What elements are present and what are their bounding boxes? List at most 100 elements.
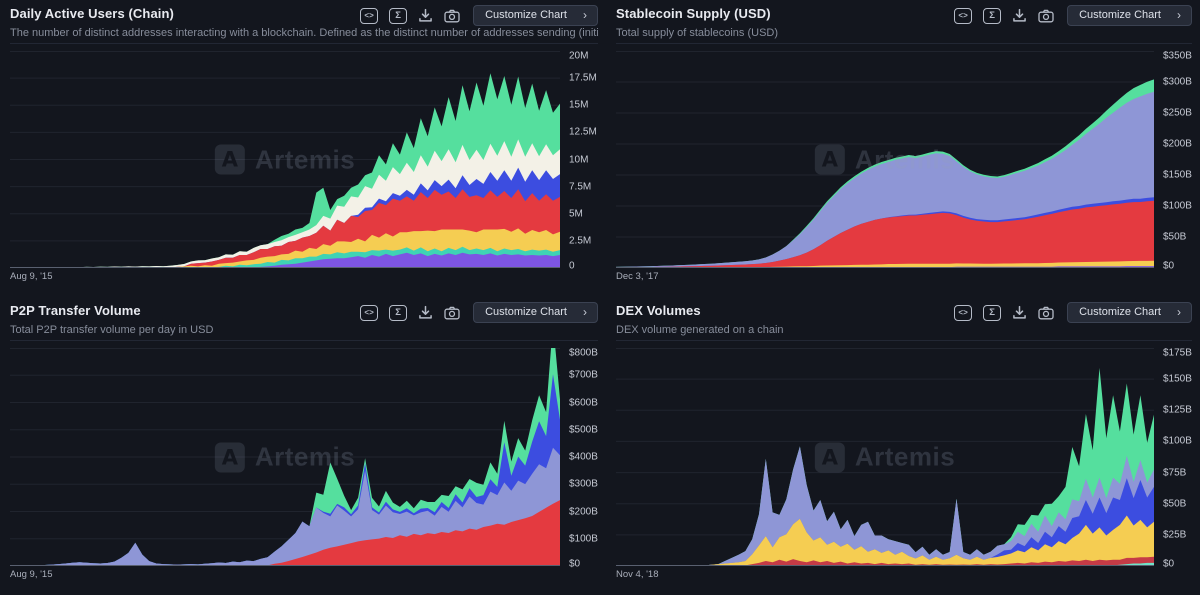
embed-code-icon: <> xyxy=(360,7,379,24)
stacked-area-chart[interactable] xyxy=(10,348,560,566)
chart-subtitle: The number of distinct addresses interac… xyxy=(10,27,598,39)
chart-title: Stablecoin Supply (USD) xyxy=(616,6,771,21)
plot-area[interactable]: A Artemis xyxy=(10,51,560,268)
y-axis-tick-label: $350B xyxy=(1163,50,1192,62)
download-button[interactable] xyxy=(1012,305,1027,320)
embed-code-button[interactable]: <> xyxy=(954,304,973,321)
y-axis-tick-label: 2.5M xyxy=(569,235,592,247)
camera-icon xyxy=(444,9,460,22)
stacked-area-chart[interactable] xyxy=(616,348,1154,566)
sum-formula-button[interactable]: Σ xyxy=(983,7,1002,24)
y-axis-tick-label: 20M xyxy=(569,50,589,62)
screenshot-button[interactable] xyxy=(1038,306,1054,320)
y-axis-tick-label: 12.5M xyxy=(569,126,597,138)
y-axis-tick-label: $300B xyxy=(1163,76,1192,88)
y-axis-tick-label: $0 xyxy=(569,558,581,570)
customize-chart-button[interactable]: Customize Chart › xyxy=(473,302,598,323)
area-series-lavender xyxy=(616,446,1154,566)
y-axis-labels: 20M 17.5M 15M 12.5M 10M 7.5M 5M 2.5M 0 xyxy=(560,50,598,272)
chevron-right-icon: › xyxy=(1177,305,1181,319)
y-axis-tick-label: $125B xyxy=(1163,404,1192,416)
chart-panel-stablecoin-supply: Stablecoin Supply (USD) <> Σ Customize C… xyxy=(606,0,1200,297)
chevron-right-icon: › xyxy=(1177,8,1181,22)
chevron-right-icon: › xyxy=(583,8,587,22)
y-axis-tick-label: $0 xyxy=(1163,558,1175,570)
screenshot-button[interactable] xyxy=(444,306,460,320)
customize-chart-button[interactable]: Customize Chart › xyxy=(473,5,598,26)
y-axis-tick-label: $150B xyxy=(1163,169,1192,181)
screenshot-button[interactable] xyxy=(444,9,460,23)
screenshot-button[interactable] xyxy=(1038,9,1054,23)
y-axis-tick-label: $200B xyxy=(1163,138,1192,150)
plot-area[interactable]: A Artemis xyxy=(616,348,1154,566)
y-axis-tick-label: $700B xyxy=(569,369,598,381)
stacked-area-chart[interactable] xyxy=(616,51,1154,268)
download-button[interactable] xyxy=(418,8,433,23)
sum-formula-button[interactable]: Σ xyxy=(389,7,408,24)
area-series-yellow xyxy=(616,260,1154,268)
chart-area: A Artemis $350B $300B $250B $200B $150B $100B… xyxy=(616,50,1192,272)
chart-title: P2P Transfer Volume xyxy=(10,303,141,318)
customize-chart-button[interactable]: Customize Chart › xyxy=(1067,5,1192,26)
area-series-red xyxy=(10,500,560,566)
chart-subtitle: Total supply of stablecoins (USD) xyxy=(616,27,779,39)
panel-header: Stablecoin Supply (USD) <> Σ Customize C… xyxy=(616,4,1192,44)
y-axis-labels: $350B $300B $250B $200B $150B $100B $50B $0 xyxy=(1154,50,1192,272)
chart-subtitle: DEX volume generated on a chain xyxy=(616,324,784,336)
chart-actions: <> Σ Customize Chart › xyxy=(360,5,598,26)
y-axis-tick-label: $25B xyxy=(1163,529,1187,541)
embed-code-icon: <> xyxy=(954,7,973,24)
chevron-right-icon: › xyxy=(583,305,587,319)
y-axis-tick-label: 5M xyxy=(569,208,583,220)
y-axis-tick-label: $600B xyxy=(569,397,598,408)
embed-code-button[interactable]: <> xyxy=(360,7,379,24)
chart-area: A Artemis $175B $150B $125B $100B $75B $50B $2… xyxy=(616,347,1192,570)
y-axis-tick-label: 10M xyxy=(569,154,589,165)
y-axis-tick-label: $100B xyxy=(1163,200,1192,212)
download-icon xyxy=(1013,8,1026,22)
embed-code-button[interactable]: <> xyxy=(954,7,973,24)
area-series-maroon xyxy=(616,556,1154,566)
plot-area[interactable]: A Artemis xyxy=(616,51,1154,268)
download-icon xyxy=(1013,305,1026,319)
area-series-red xyxy=(616,200,1154,268)
download-button[interactable] xyxy=(418,305,433,320)
y-axis-tick-label: $175B xyxy=(1163,347,1192,359)
y-axis-tick-label: $50B xyxy=(1163,231,1187,243)
download-button[interactable] xyxy=(1012,8,1027,23)
x-axis-start-label: Aug 9, '15 xyxy=(10,271,53,282)
chart-title: DEX Volumes xyxy=(616,303,701,318)
y-axis-tick-label: $250B xyxy=(1163,107,1192,119)
y-axis-labels: $175B $150B $125B $100B $75B $50B $25B $0 xyxy=(1154,347,1192,570)
y-axis-tick-label: $200B xyxy=(569,506,598,517)
y-axis-tick-label: $100B xyxy=(569,533,598,545)
chart-actions: <> Σ Customize Chart › xyxy=(954,5,1192,26)
plot-area[interactable]: A Artemis xyxy=(10,348,560,566)
stacked-area-chart[interactable] xyxy=(10,51,560,268)
camera-icon xyxy=(1038,306,1054,319)
panel-header: P2P Transfer Volume <> Σ Customize Chart… xyxy=(10,301,598,341)
y-axis-tick-label: $400B xyxy=(569,451,598,463)
area-series-purple xyxy=(10,252,560,268)
y-axis-tick-label: $150B xyxy=(1163,373,1192,385)
sum-formula-button[interactable]: Σ xyxy=(983,304,1002,321)
chart-panel-p2p-transfer-volume: P2P Transfer Volume <> Σ Customize Chart… xyxy=(0,297,606,595)
y-axis-tick-label: 0 xyxy=(569,260,575,272)
sum-formula-button[interactable]: Σ xyxy=(389,304,408,321)
download-icon xyxy=(419,305,432,319)
panel-header: Daily Active Users (Chain) <> Σ Customiz… xyxy=(10,4,598,44)
chart-panel-dex-volumes: DEX Volumes <> Σ Customize Chart › DEX vo… xyxy=(606,297,1200,595)
x-axis-start-label: Nov 4, '18 xyxy=(616,569,659,580)
camera-icon xyxy=(444,306,460,319)
embed-code-button[interactable]: <> xyxy=(360,304,379,321)
embed-code-icon: <> xyxy=(954,304,973,321)
y-axis-tick-label: $800B xyxy=(569,347,598,359)
chart-actions: <> Σ Customize Chart › xyxy=(360,302,598,323)
chart-actions: <> Σ Customize Chart › xyxy=(954,302,1192,323)
customize-chart-button[interactable]: Customize Chart › xyxy=(1067,302,1192,323)
sum-formula-icon: Σ xyxy=(389,7,408,24)
y-axis-tick-label: 7.5M xyxy=(569,181,592,193)
chart-area: A Artemis $800B $700B $600B $500B $400B $300B… xyxy=(10,347,598,570)
y-axis-tick-label: 15M xyxy=(569,99,589,111)
